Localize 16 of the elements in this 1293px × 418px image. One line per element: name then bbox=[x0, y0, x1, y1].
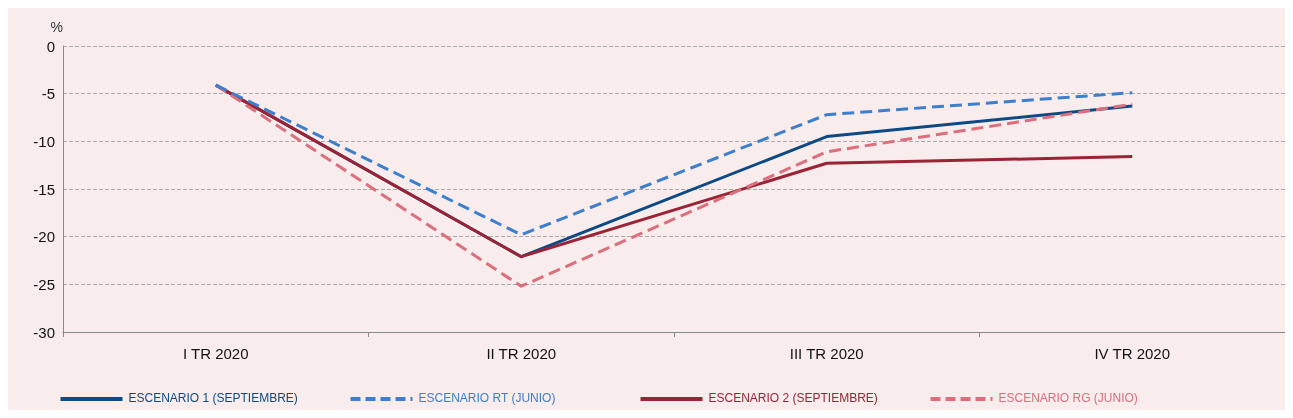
y-tick-label: -20 bbox=[33, 228, 55, 246]
x-tick-label: I TR 2020 bbox=[182, 345, 249, 362]
y-axis-title: % bbox=[50, 19, 63, 35]
x-tick-label: II TR 2020 bbox=[486, 345, 557, 362]
y-tick-label: -30 bbox=[33, 323, 55, 341]
text: ESCENARIO 1 (SEPTIEMBRE) bbox=[128, 391, 298, 405]
y-tick-label: -10 bbox=[33, 132, 55, 150]
y-tick-label: -15 bbox=[33, 180, 55, 198]
x-tick-label: IV TR 2020 bbox=[1094, 345, 1171, 362]
y-tick-label: -5 bbox=[41, 85, 55, 103]
text: ESCENARIO 2 (SEPTIEMBRE) bbox=[708, 391, 878, 405]
y-tick-label: -25 bbox=[33, 275, 55, 293]
x-tick-label: III TR 2020 bbox=[789, 345, 864, 362]
text: ESCENARIO RT (JUNIO) bbox=[418, 391, 556, 405]
y-tick-label: 0 bbox=[46, 37, 55, 55]
text: ESCENARIO RG (JUNIO) bbox=[998, 391, 1138, 405]
